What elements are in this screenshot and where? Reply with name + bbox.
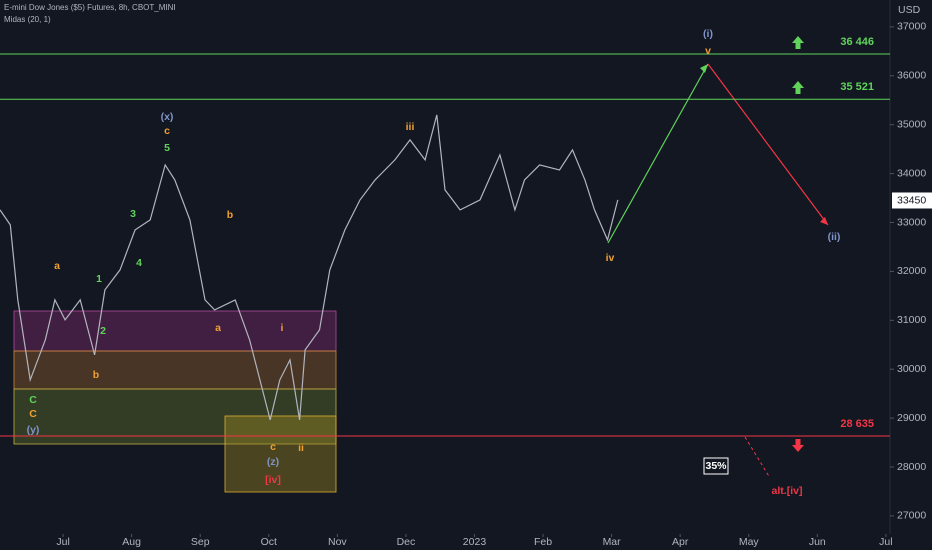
zone <box>13 310 337 352</box>
wave-label: a <box>54 260 60 272</box>
y-tick-label: 37000 <box>897 21 926 33</box>
wave-label: (x) <box>161 111 174 123</box>
wave-label: (ii) <box>828 231 841 243</box>
x-tick-label: Sep <box>191 536 210 548</box>
level-label: 35 521 <box>840 81 874 93</box>
x-tick-label: Apr <box>672 536 689 548</box>
x-tick-label: Aug <box>122 536 141 548</box>
x-tick-label: Oct <box>261 536 277 548</box>
arrow-head <box>700 64 708 73</box>
y-tick-label: 36000 <box>897 70 926 82</box>
wave-label: [iv] <box>265 474 281 486</box>
level-label: 28 635 <box>840 418 874 430</box>
y-tick-label: 29000 <box>897 412 926 424</box>
wave-label: iii <box>406 121 415 133</box>
x-tick-label: May <box>739 536 760 548</box>
price-line <box>0 114 619 421</box>
y-tick-label: 30000 <box>897 363 926 375</box>
y-tick-label: 27000 <box>897 510 926 522</box>
wave-label: 5 <box>164 142 170 154</box>
wave-label: C <box>29 394 37 406</box>
x-tick-label: Dec <box>397 536 416 548</box>
last-price-box <box>892 192 932 209</box>
x-tick-label: Jul <box>879 536 892 548</box>
x-tick-label: Mar <box>603 536 622 548</box>
y-tick-label: 31000 <box>897 314 926 326</box>
wave-label: (i) <box>703 28 713 40</box>
chart-title: E-mini Dow Jones ($5) Futures, 8h, CBOT_… <box>4 3 176 12</box>
x-tick-label: 2023 <box>463 536 487 548</box>
last-price-label: 33450 <box>897 194 926 206</box>
level-label: 36 446 <box>840 36 874 48</box>
zone <box>13 350 337 390</box>
projection <box>744 436 771 479</box>
wave-label: c <box>164 125 170 137</box>
arrow-head <box>820 217 828 225</box>
annotation-box <box>703 457 729 475</box>
wave-label: c <box>270 441 276 453</box>
projection <box>707 63 829 226</box>
wave-label: 35% <box>705 460 727 472</box>
wave-label: b <box>227 209 233 221</box>
x-tick-label: Jun <box>809 536 826 548</box>
y-tick-label: 35000 <box>897 118 926 130</box>
y-axis-label: USD <box>898 4 921 16</box>
y-tick-label: 34000 <box>897 167 926 179</box>
wave-label: ii <box>298 442 304 454</box>
down-arrow <box>792 439 804 452</box>
zone <box>224 415 337 493</box>
y-tick-label: 33000 <box>897 216 926 228</box>
x-tick-label: Feb <box>534 536 552 548</box>
chart-subtitle: Midas (20, 1) <box>4 15 51 24</box>
wave-label: v <box>705 45 711 57</box>
wave-label: b <box>93 369 99 381</box>
wave-label: 1 <box>96 273 102 285</box>
wave-label: 4 <box>136 257 142 269</box>
x-tick-label: Nov <box>328 536 347 548</box>
wave-label: iv <box>606 252 615 264</box>
wave-label: 2 <box>100 325 106 337</box>
wave-label: i <box>281 322 284 334</box>
wave-label: C <box>29 408 37 420</box>
y-tick-label: 32000 <box>897 265 926 277</box>
y-tick-label: 28000 <box>897 461 926 473</box>
projection <box>607 63 709 244</box>
wave-label: (y) <box>27 424 40 436</box>
up-arrow <box>792 81 804 94</box>
x-tick-label: Jul <box>56 536 69 548</box>
wave-label: a <box>215 322 221 334</box>
wave-label: (z) <box>267 456 279 468</box>
zone <box>13 388 337 445</box>
wave-label: alt.[iv] <box>772 485 803 497</box>
wave-label: 3 <box>130 208 136 220</box>
up-arrow <box>792 36 804 49</box>
